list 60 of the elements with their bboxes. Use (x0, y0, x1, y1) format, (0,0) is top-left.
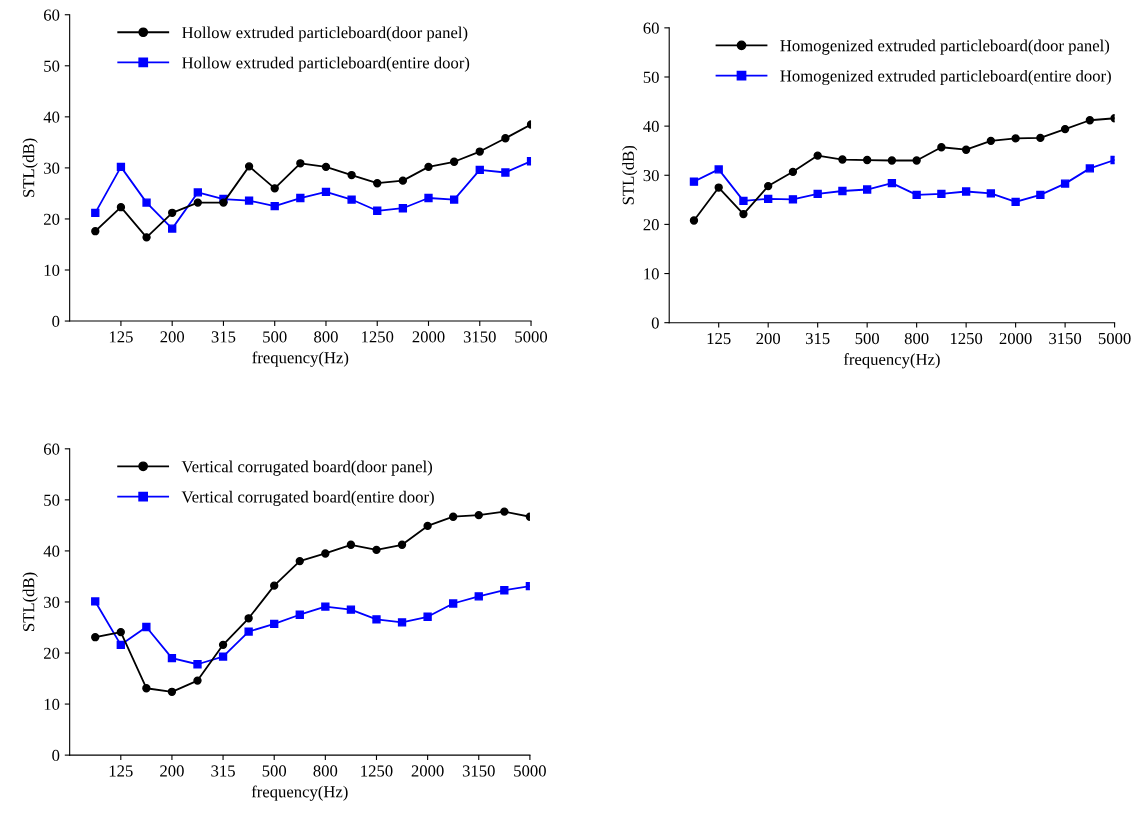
x-tick-label: 2000 (999, 332, 1032, 345)
legend-label: Homogenized extruded particleboard(door panel) (780, 39, 1110, 55)
x-axis-title: frequency(Hz) (252, 351, 349, 367)
legend-label: Homogenized extruded particleboard(entire door) (780, 69, 1111, 86)
y-tick-label: 10 (44, 698, 60, 711)
x-tick-label: 200 (160, 765, 184, 777)
x-tick-label: 125 (707, 332, 731, 345)
y-tick-label: 50 (44, 494, 60, 506)
y-tick-label: 40 (643, 120, 659, 133)
x-tick-label: 800 (904, 332, 929, 345)
x-tick-label: 200 (756, 332, 781, 345)
y-tick-label: 30 (44, 162, 60, 174)
x-tick-label: 500 (262, 765, 287, 777)
legend-label: Hollow extruded particleboard(door panel) (182, 26, 468, 42)
y-tick-label: 10 (44, 264, 60, 276)
y-tick-label: 50 (643, 71, 659, 83)
x-axis-title: frequency(Hz) (843, 353, 940, 369)
x-tick-label: 200 (160, 331, 185, 343)
y-tick-label: 60 (43, 9, 60, 21)
y-tick-label: 20 (643, 219, 659, 231)
y-tick-label: 0 (52, 749, 60, 762)
y-axis-title: STL(dB) (22, 138, 38, 197)
y-tick-label: 50 (44, 60, 60, 72)
y-tick-label: 60 (43, 443, 60, 455)
x-tick-label: 1250 (361, 765, 393, 777)
x-tick-label: 5000 (515, 331, 548, 343)
y-tick-label: 30 (643, 169, 659, 182)
x-tick-label: 2000 (411, 765, 444, 777)
y-tick-label: 40 (43, 545, 60, 557)
y-tick-label: 0 (651, 317, 659, 329)
y-tick-label: 30 (44, 596, 60, 608)
x-tick-label: 500 (263, 331, 287, 343)
x-tick-label: 1250 (362, 331, 394, 343)
x-axis-title: frequency(Hz) (251, 785, 348, 801)
x-tick-label: 800 (314, 331, 338, 343)
legend-label: Vertical corrugated board(entire door) (181, 490, 434, 506)
y-tick-label: 40 (43, 111, 60, 123)
y-axis-title: STL(dB) (22, 572, 38, 631)
x-tick-label: 1250 (950, 332, 983, 345)
legend-label: Hollow extruded particleboard(entire door) (182, 56, 470, 72)
x-tick-label: 3150 (1049, 332, 1082, 345)
x-tick-label: 2000 (412, 331, 445, 343)
y-tick-label: 20 (44, 213, 60, 225)
y-axis-title: STL(dB) (622, 145, 638, 205)
legend-label: Vertical corrugated board(door panel) (181, 460, 433, 476)
x-tick-label: 3150 (462, 765, 495, 777)
x-tick-label: 5000 (1098, 332, 1131, 345)
x-tick-label: 3150 (463, 331, 496, 343)
x-tick-label: 800 (313, 765, 338, 777)
y-tick-label: 60 (643, 22, 659, 34)
x-tick-label: 500 (855, 332, 880, 345)
x-tick-label: 315 (211, 765, 235, 777)
x-tick-label: 315 (805, 332, 830, 345)
x-tick-label: 125 (109, 331, 133, 343)
y-tick-label: 0 (52, 315, 60, 327)
y-tick-label: 10 (644, 268, 659, 280)
x-tick-label: 315 (211, 331, 236, 343)
y-tick-label: 20 (44, 647, 60, 659)
x-tick-label: 125 (109, 765, 133, 777)
x-tick-label: 5000 (514, 765, 546, 777)
